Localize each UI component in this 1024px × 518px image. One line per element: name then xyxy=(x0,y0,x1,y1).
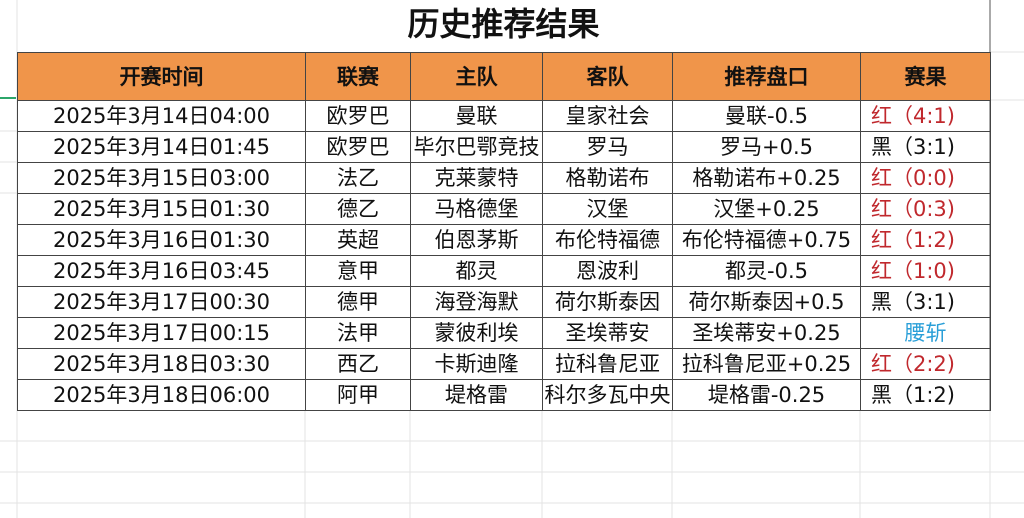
cell-result[interactable]: 红（4:1) xyxy=(860,100,991,132)
cell-league[interactable]: 阿甲 xyxy=(305,379,411,411)
cell-time[interactable]: 2025年3月18日03:30 xyxy=(17,348,306,380)
cell-away[interactable]: 皇家社会 xyxy=(542,100,673,132)
cell-away[interactable]: 汉堡 xyxy=(542,193,673,225)
cell-home[interactable]: 伯恩茅斯 xyxy=(410,224,543,256)
cell-away[interactable]: 拉科鲁尼亚 xyxy=(542,348,673,380)
cell-result[interactable]: 腰斩 xyxy=(860,317,991,349)
cell-home[interactable]: 毕尔巴鄂竞技 xyxy=(410,131,543,163)
cell-home[interactable]: 都灵 xyxy=(410,255,543,287)
cell-away[interactable]: 布伦特福德 xyxy=(542,224,673,256)
cell-result[interactable]: 红（1:2) xyxy=(860,224,991,256)
cell-result[interactable]: 红（0:3) xyxy=(860,193,991,225)
cell-time[interactable]: 2025年3月16日03:45 xyxy=(17,255,306,287)
cell-league[interactable]: 意甲 xyxy=(305,255,411,287)
cell-league[interactable]: 英超 xyxy=(305,224,411,256)
table-row: 2025年3月17日00:30 德甲 海登海默 荷尔斯泰因 荷尔斯泰因+0.5 黑（3:1… xyxy=(17,286,991,318)
cell-time[interactable]: 2025年3月15日01:30 xyxy=(17,193,306,225)
table-row: 2025年3月18日03:30 西乙 卡斯迪隆 拉科鲁尼亚 拉科鲁尼亚+0.25 红（2:… xyxy=(17,348,991,380)
header-row: 开赛时间 联赛 主队 客队 推荐盘口 赛果 xyxy=(17,52,991,101)
cell-result[interactable]: 红（1:0) xyxy=(860,255,991,287)
header-pick[interactable]: 推荐盘口 xyxy=(672,52,861,101)
cell-pick[interactable]: 堤格雷-0.25 xyxy=(672,379,861,411)
results-table: 开赛时间 联赛 主队 客队 推荐盘口 赛果 2025年3月14日04:00 欧罗巴… xyxy=(17,52,991,411)
cell-pick[interactable]: 曼联-0.5 xyxy=(672,100,861,132)
cell-result[interactable]: 黑（3:1) xyxy=(860,131,991,163)
cell-home[interactable]: 马格德堡 xyxy=(410,193,543,225)
cell-pick[interactable]: 汉堡+0.25 xyxy=(672,193,861,225)
cell-time[interactable]: 2025年3月14日04:00 xyxy=(17,100,306,132)
cell-result[interactable]: 红（2:2) xyxy=(860,348,991,380)
cell-pick[interactable]: 布伦特福德+0.75 xyxy=(672,224,861,256)
cell-time[interactable]: 2025年3月17日00:15 xyxy=(17,317,306,349)
cell-home[interactable]: 堤格雷 xyxy=(410,379,543,411)
table-row: 2025年3月16日01:30 英超 伯恩茅斯 布伦特福德 布伦特福德+0.75 红（1:… xyxy=(17,224,991,256)
cell-league[interactable]: 德甲 xyxy=(305,286,411,318)
cell-home[interactable]: 曼联 xyxy=(410,100,543,132)
sheet-title: 历史推荐结果 xyxy=(407,5,600,43)
cell-pick[interactable]: 都灵-0.5 xyxy=(672,255,861,287)
cell-away[interactable]: 荷尔斯泰因 xyxy=(542,286,673,318)
header-time[interactable]: 开赛时间 xyxy=(17,52,306,101)
cell-league[interactable]: 法甲 xyxy=(305,317,411,349)
header-league[interactable]: 联赛 xyxy=(305,52,411,101)
cell-league[interactable]: 德乙 xyxy=(305,193,411,225)
cell-league[interactable]: 法乙 xyxy=(305,162,411,194)
cell-pick[interactable]: 荷尔斯泰因+0.5 xyxy=(672,286,861,318)
cell-away[interactable]: 恩波利 xyxy=(542,255,673,287)
cell-pick[interactable]: 格勒诺布+0.25 xyxy=(672,162,861,194)
table-row: 2025年3月15日01:30 德乙 马格德堡 汉堡 汉堡+0.25 红（0:3) xyxy=(17,193,991,225)
table-row: 2025年3月17日00:15 法甲 蒙彼利埃 圣埃蒂安 圣埃蒂安+0.25 腰斩 xyxy=(17,317,991,349)
cell-result[interactable]: 红（0:0) xyxy=(860,162,991,194)
cell-time[interactable]: 2025年3月15日03:00 xyxy=(17,162,306,194)
cell-home[interactable]: 蒙彼利埃 xyxy=(410,317,543,349)
table-row: 2025年3月16日03:45 意甲 都灵 恩波利 都灵-0.5 红（1:0) xyxy=(17,255,991,287)
cell-time[interactable]: 2025年3月17日00:30 xyxy=(17,286,306,318)
cell-pick[interactable]: 罗马+0.5 xyxy=(672,131,861,163)
table-row: 2025年3月14日01:45 欧罗巴 毕尔巴鄂竞技 罗马 罗马+0.5 黑（3:1) xyxy=(17,131,991,163)
header-result[interactable]: 赛果 xyxy=(860,52,991,101)
cell-home[interactable]: 克莱蒙特 xyxy=(410,162,543,194)
cell-time[interactable]: 2025年3月16日01:30 xyxy=(17,224,306,256)
cell-league[interactable]: 欧罗巴 xyxy=(305,100,411,132)
cell-home[interactable]: 卡斯迪隆 xyxy=(410,348,543,380)
table-row: 2025年3月18日06:00 阿甲 堤格雷 科尔多瓦中央 堤格雷-0.25 黑（1:2) xyxy=(17,379,991,411)
cell-away[interactable]: 格勒诺布 xyxy=(542,162,673,194)
cell-away[interactable]: 罗马 xyxy=(542,131,673,163)
cell-league[interactable]: 欧罗巴 xyxy=(305,131,411,163)
table-row: 2025年3月14日04:00 欧罗巴 曼联 皇家社会 曼联-0.5 红（4:1) xyxy=(17,100,991,132)
cell-time[interactable]: 2025年3月18日06:00 xyxy=(17,379,306,411)
cell-away[interactable]: 科尔多瓦中央 xyxy=(542,379,673,411)
header-home[interactable]: 主队 xyxy=(410,52,543,101)
selection-indicator xyxy=(0,97,16,99)
cell-home[interactable]: 海登海默 xyxy=(410,286,543,318)
cell-time[interactable]: 2025年3月14日01:45 xyxy=(17,131,306,163)
cell-pick[interactable]: 拉科鲁尼亚+0.25 xyxy=(672,348,861,380)
cell-league[interactable]: 西乙 xyxy=(305,348,411,380)
table-row: 2025年3月15日03:00 法乙 克莱蒙特 格勒诺布 格勒诺布+0.25 红（0:0) xyxy=(17,162,991,194)
header-away[interactable]: 客队 xyxy=(542,52,673,101)
cell-result[interactable]: 黑（1:2) xyxy=(860,379,991,411)
cell-away[interactable]: 圣埃蒂安 xyxy=(542,317,673,349)
cell-result[interactable]: 黑（3:1) xyxy=(860,286,991,318)
cell-pick[interactable]: 圣埃蒂安+0.25 xyxy=(672,317,861,349)
